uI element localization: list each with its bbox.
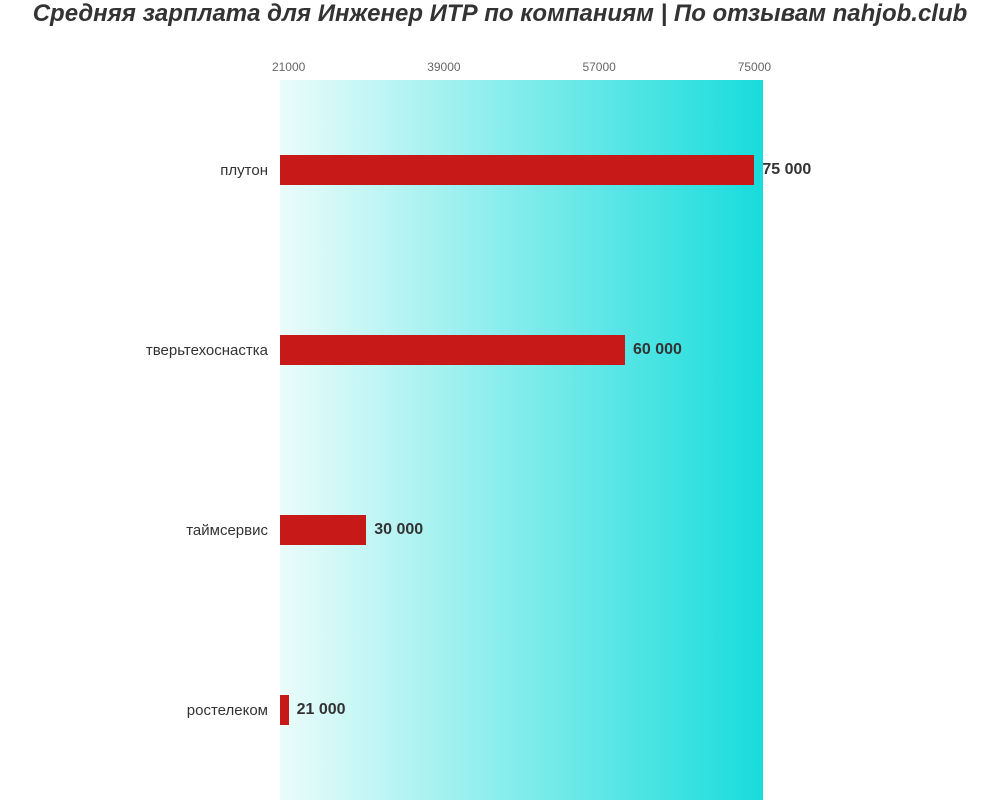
x-tick-label: 21000 bbox=[272, 60, 305, 74]
bar-value-label: 75 000 bbox=[762, 161, 811, 179]
category-label: плутон bbox=[220, 162, 268, 179]
bar bbox=[280, 515, 366, 545]
chart-container: 21000390005700075000плутон75 000тверьтех… bbox=[280, 80, 763, 800]
x-tick-label: 57000 bbox=[582, 60, 615, 74]
x-tick-label: 39000 bbox=[427, 60, 460, 74]
plot-area bbox=[280, 80, 763, 800]
bar-value-label: 21 000 bbox=[297, 701, 346, 719]
bar bbox=[280, 155, 754, 185]
bar bbox=[280, 335, 625, 365]
category-label: таймсервис bbox=[186, 522, 268, 539]
chart-title: Средняя зарплата для Инженер ИТР по комп… bbox=[0, 0, 1000, 28]
bar-value-label: 30 000 bbox=[374, 521, 423, 539]
bar bbox=[280, 695, 289, 725]
category-label: тверьтехоснастка bbox=[146, 342, 268, 359]
category-label: ростелеком bbox=[187, 702, 268, 719]
bar-value-label: 60 000 bbox=[633, 341, 682, 359]
x-tick-label: 75000 bbox=[738, 60, 771, 74]
